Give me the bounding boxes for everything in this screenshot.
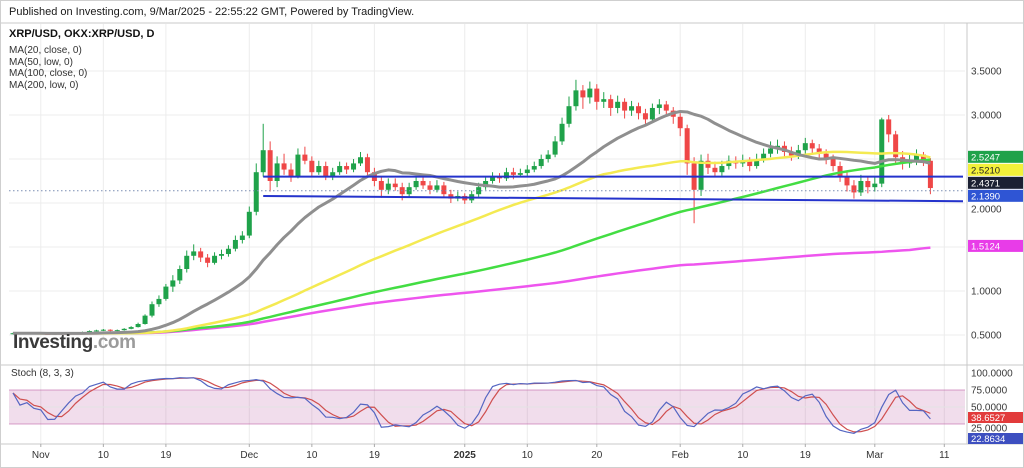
svg-text:2.1390: 2.1390 — [971, 191, 1000, 202]
svg-text:19: 19 — [369, 450, 381, 461]
svg-text:20: 20 — [591, 450, 603, 461]
svg-text:10: 10 — [522, 450, 534, 461]
svg-text:10: 10 — [737, 450, 749, 461]
published-line: Published on Investing.com, 9/Mar/2025 -… — [9, 6, 415, 18]
ma-legend-item-100[interactable]: MA(100, close, 0) — [9, 68, 88, 79]
ma-legend-item-50[interactable]: MA(50, low, 0) — [9, 56, 73, 68]
svg-text:100.0000: 100.0000 — [971, 369, 1013, 380]
svg-text:Nov: Nov — [32, 450, 50, 461]
svg-text:1.5124: 1.5124 — [971, 241, 1000, 252]
symbol-title[interactable]: XRP/USD, OKX:XRP/USD, D — [9, 28, 155, 40]
ma-legend-item-200[interactable]: MA(200, low, 0) — [9, 79, 79, 91]
svg-text:1.0000: 1.0000 — [971, 287, 1002, 298]
svg-text:38.6527: 38.6527 — [971, 413, 1005, 424]
svg-text:3.5000: 3.5000 — [971, 67, 1002, 78]
svg-text:19: 19 — [800, 450, 812, 461]
svg-text:10: 10 — [98, 450, 110, 461]
ma-legend: MA(20, close, 0) MA(50, low, 0) MA(100, … — [9, 45, 87, 91]
svg-text:Feb: Feb — [672, 450, 690, 461]
svg-text:Dec: Dec — [240, 450, 258, 461]
svg-text:2.4371: 2.4371 — [971, 178, 1000, 189]
svg-text:3.0000: 3.0000 — [971, 111, 1002, 122]
svg-text:2.5247: 2.5247 — [971, 152, 1000, 163]
svg-text:2025: 2025 — [454, 450, 477, 461]
stoch-indicator-label[interactable]: Stoch (8, 3, 3) — [11, 368, 74, 379]
investing-logo-main: Investing — [13, 332, 93, 353]
svg-text:2.0000: 2.0000 — [971, 204, 1002, 215]
svg-text:50.0000: 50.0000 — [971, 403, 1008, 414]
svg-text:25.0000: 25.0000 — [971, 424, 1008, 435]
svg-text:2.5210: 2.5210 — [971, 165, 1000, 176]
svg-text:11: 11 — [939, 450, 950, 461]
svg-text:0.5000: 0.5000 — [971, 331, 1002, 342]
ma-legend-item-20[interactable]: MA(20, close, 0) — [9, 45, 82, 56]
svg-text:22.8634: 22.8634 — [971, 434, 1005, 445]
svg-text:Mar: Mar — [866, 450, 884, 461]
svg-text:10: 10 — [306, 450, 318, 461]
investing-logo: Investing.com — [13, 332, 136, 354]
svg-text:75.0000: 75.0000 — [971, 386, 1008, 397]
svg-text:19: 19 — [160, 450, 172, 461]
investing-logo-suffix: .com — [92, 332, 136, 353]
